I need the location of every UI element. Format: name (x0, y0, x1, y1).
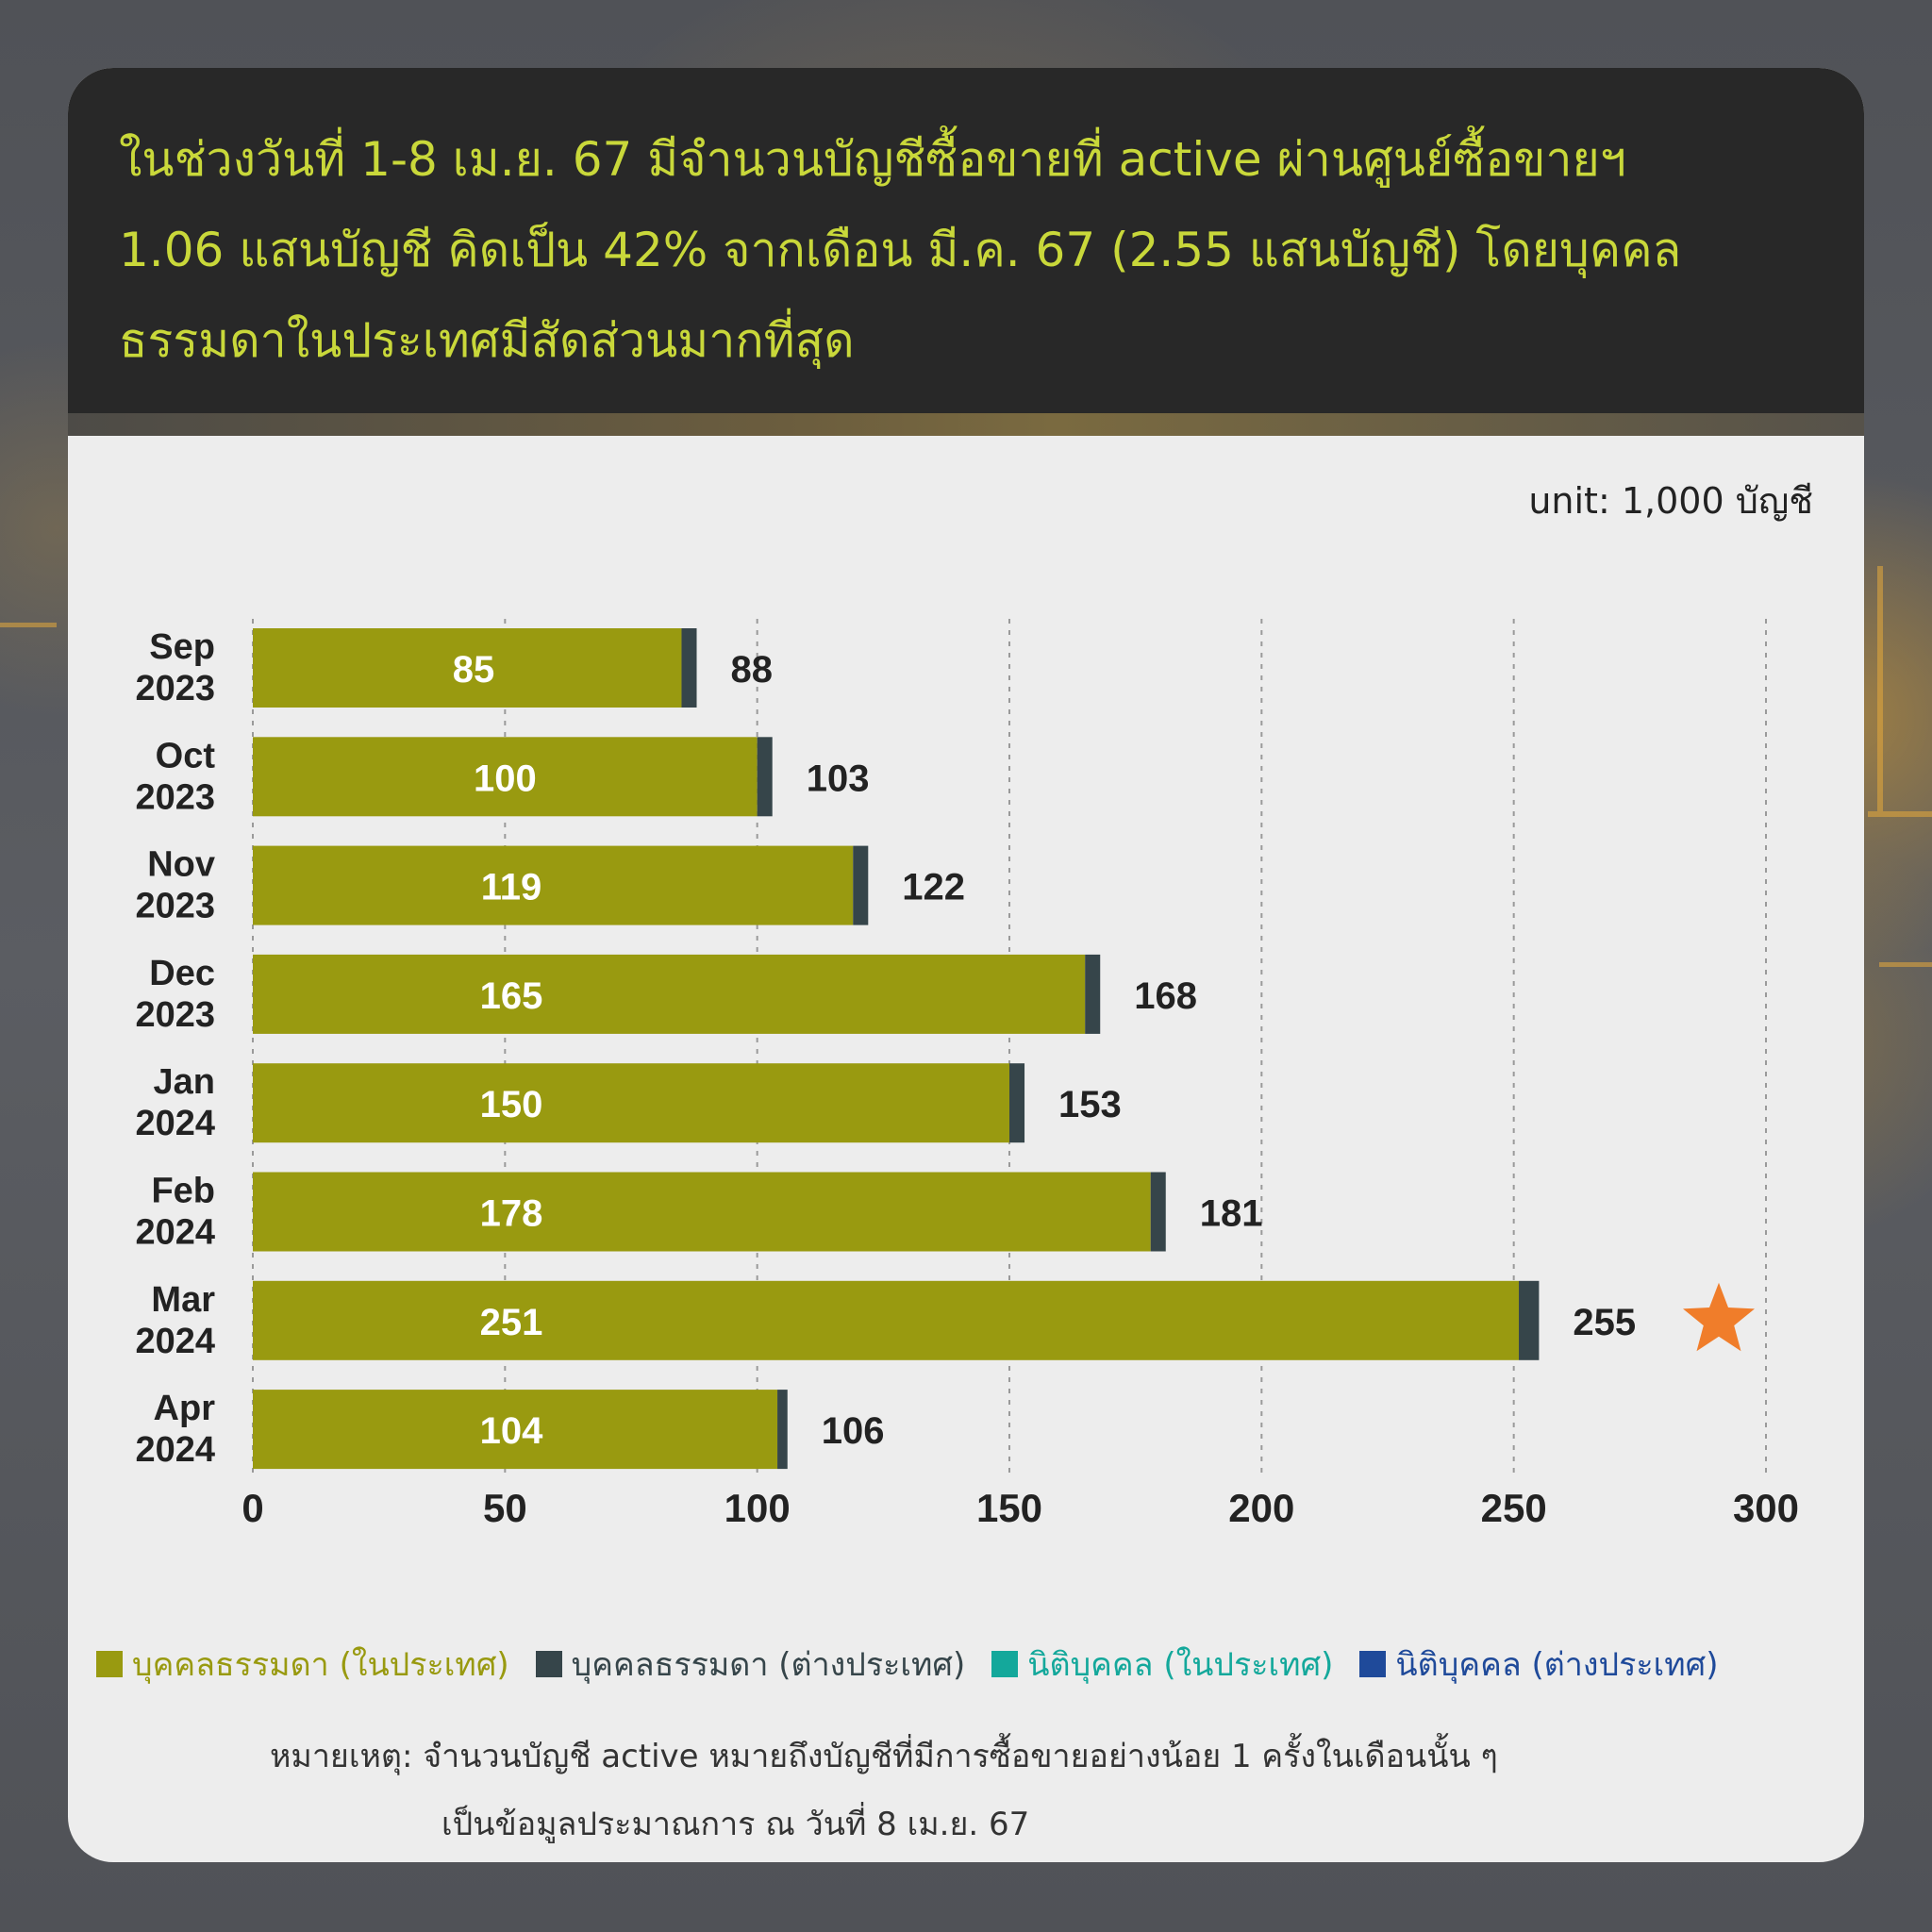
legend-item: บุคคลธรรมดา (ในประเทศ) (96, 1639, 509, 1690)
legend-swatch (535, 1651, 562, 1677)
legend-label: บุคคลธรรมดา (ต่างประเทศ) (571, 1646, 966, 1684)
y-category-label: Nov (147, 845, 215, 885)
legend-label: นิติบุคคล (ในประเทศ) (1027, 1646, 1334, 1684)
bar-total-label: 255 (1573, 1302, 1636, 1343)
bar-value-label: 150 (480, 1084, 543, 1125)
y-category-label: 2024 (135, 1430, 215, 1470)
y-category-label: 2023 (135, 669, 215, 708)
bar-total-label: 88 (731, 649, 774, 691)
bar-total-label: 103 (807, 758, 870, 799)
background-trace (0, 623, 57, 627)
legend-swatch (1359, 1651, 1387, 1677)
bar-total-label: 181 (1200, 1193, 1263, 1235)
y-category-label: 2023 (135, 995, 215, 1035)
x-tick-label: 250 (1481, 1486, 1547, 1530)
bar-segment (253, 845, 854, 925)
bar-segment (777, 1390, 788, 1470)
x-tick-label: 50 (483, 1486, 527, 1530)
y-category-label: Mar (151, 1280, 215, 1320)
bar-segment (253, 1280, 1520, 1360)
infographic-card: ในช่วงวันที่ 1-8 เม.ย. 67 มีจำนวนบัญชีซื… (68, 68, 1864, 1862)
y-category-label: Dec (149, 954, 215, 993)
x-tick-label: 0 (242, 1486, 263, 1530)
bar-segment (853, 845, 869, 925)
y-category-label: 2024 (135, 1322, 215, 1361)
background-trace (1868, 811, 1932, 817)
unit-label: unit: 1,000 บัญชี (1528, 480, 1813, 522)
title-line: 1.06 แสนบัญชี คิดเป็น 42% จากเดือน มี.ค.… (119, 223, 1682, 277)
x-tick-label: 150 (976, 1486, 1042, 1530)
title-banner: ในช่วงวันที่ 1-8 เม.ย. 67 มีจำนวนบัญชีซื… (68, 68, 1864, 413)
bar-segment (1009, 1063, 1025, 1143)
bar-total-label: 122 (902, 867, 965, 908)
x-tick-label: 200 (1228, 1486, 1294, 1530)
bar-segment (253, 628, 682, 708)
bar-segment (253, 737, 758, 817)
bar-value-label: 178 (480, 1193, 543, 1235)
bar-segment (253, 1172, 1151, 1252)
bar-value-label: 119 (481, 867, 542, 908)
y-category-label: Apr (154, 1389, 216, 1428)
bar-value-label: 165 (480, 975, 543, 1017)
bar-segment (1519, 1280, 1540, 1360)
legend-swatch (96, 1651, 123, 1677)
bar-segment (1150, 1172, 1166, 1252)
bar-total-label: 106 (822, 1410, 885, 1452)
bar-segment (757, 737, 773, 817)
bar-total-label: 168 (1134, 975, 1197, 1017)
y-category-label: Jan (154, 1062, 215, 1102)
bar-segment (253, 1390, 778, 1470)
bar-segment (681, 628, 697, 708)
x-tick-label: 100 (724, 1486, 791, 1530)
legend-item: นิติบุคคล (ในประเทศ) (991, 1639, 1333, 1690)
legend-label: บุคคลธรรมดา (ในประเทศ) (132, 1646, 509, 1684)
background-trace (1879, 962, 1932, 967)
legend-item: นิติบุคคล (ต่างประเทศ) (1359, 1639, 1718, 1690)
bar-total-label: 153 (1058, 1084, 1122, 1125)
footnote-line: หมายเหตุ: จำนวนบัญชี active หมายถึงบัญชี… (270, 1738, 1498, 1775)
bar-value-label: 104 (480, 1410, 543, 1452)
background-trace (1877, 566, 1883, 811)
x-tick-label: 300 (1733, 1486, 1799, 1530)
bar-value-label: 85 (453, 649, 495, 691)
bar-segment (253, 1063, 1009, 1143)
legend-swatch (991, 1651, 1019, 1677)
y-category-label: 2024 (135, 1104, 215, 1143)
banner-divider (68, 413, 1864, 436)
title-line: ธรรมดาในประเทศมีสัดส่วนมากที่สุด (119, 313, 855, 368)
legend-label: นิติบุคคล (ต่างประเทศ) (1395, 1646, 1719, 1684)
bar-value-label: 251 (480, 1302, 543, 1343)
legend-item: บุคคลธรรมดา (ต่างประเทศ) (535, 1639, 966, 1690)
bar-segment (1085, 954, 1101, 1034)
y-category-label: Oct (156, 736, 216, 775)
y-category-label: Feb (151, 1172, 215, 1211)
y-category-label: 2023 (135, 887, 215, 926)
bar-segment (253, 954, 1086, 1034)
title-line: ในช่วงวันที่ 1-8 เม.ย. 67 มีจำนวนบัญชีซื… (119, 132, 1626, 187)
bar-value-label: 100 (474, 758, 537, 799)
legend: บุคคลธรรมดา (ในประเทศ) บุคคลธรรมดา (ต่าง… (96, 1636, 1851, 1692)
y-category-label: 2023 (135, 777, 215, 817)
y-category-label: 2024 (135, 1213, 215, 1253)
highlight-star-icon (1683, 1282, 1755, 1352)
footnote-line: เป็นข้อมูลประมาณการ ณ วันที่ 8 เม.ย. 67 (441, 1806, 1030, 1843)
y-category-label: Sep (149, 627, 215, 667)
